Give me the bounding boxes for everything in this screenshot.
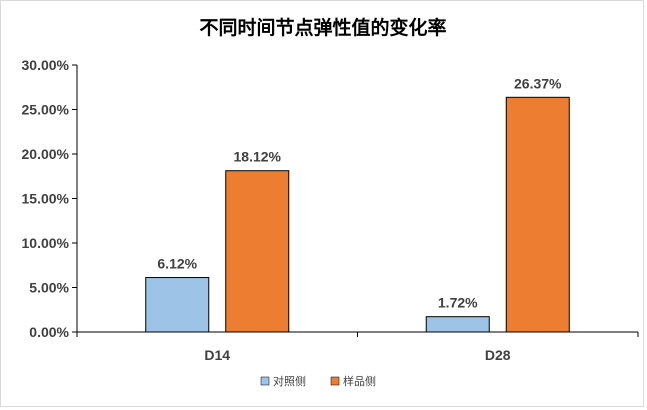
chart-title: 不同时间节点弹性值的变化率 — [199, 16, 446, 39]
data-label: 26.37% — [514, 75, 562, 91]
legend-label: 样品侧 — [343, 374, 376, 388]
y-axis: 0.00% 5.00% 10.00% 15.00% 20.00% 25.00% 30.00% — [22, 57, 78, 340]
data-label: 18.12% — [234, 149, 282, 165]
data-label: 6.12% — [157, 256, 197, 272]
bar-sample — [225, 170, 290, 333]
legend-swatch — [330, 376, 340, 386]
legend-swatch — [260, 376, 270, 386]
bar-control — [425, 316, 490, 333]
bars — [145, 96, 570, 333]
x-category-label: D28 — [485, 347, 511, 363]
bar-sample — [505, 96, 570, 333]
y-tick-label: 5.00% — [29, 280, 69, 296]
data-label: 1.72% — [438, 295, 478, 311]
y-tick-label: 15.00% — [22, 191, 70, 207]
y-tick-label: 25.00% — [22, 102, 70, 118]
y-tick-label: 30.00% — [22, 57, 70, 73]
y-tick-label: 20.00% — [22, 146, 70, 162]
legend-label: 对照侧 — [273, 374, 306, 388]
bar-control — [145, 277, 210, 333]
legend: 对照侧 样品侧 — [260, 374, 376, 388]
data-labels: 6.12% 18.12% 1.72% 26.37% — [157, 75, 562, 310]
x-category-label: D14 — [204, 347, 230, 363]
y-tick-label: 10.00% — [22, 235, 70, 251]
y-tick-label: 0.00% — [29, 324, 69, 340]
